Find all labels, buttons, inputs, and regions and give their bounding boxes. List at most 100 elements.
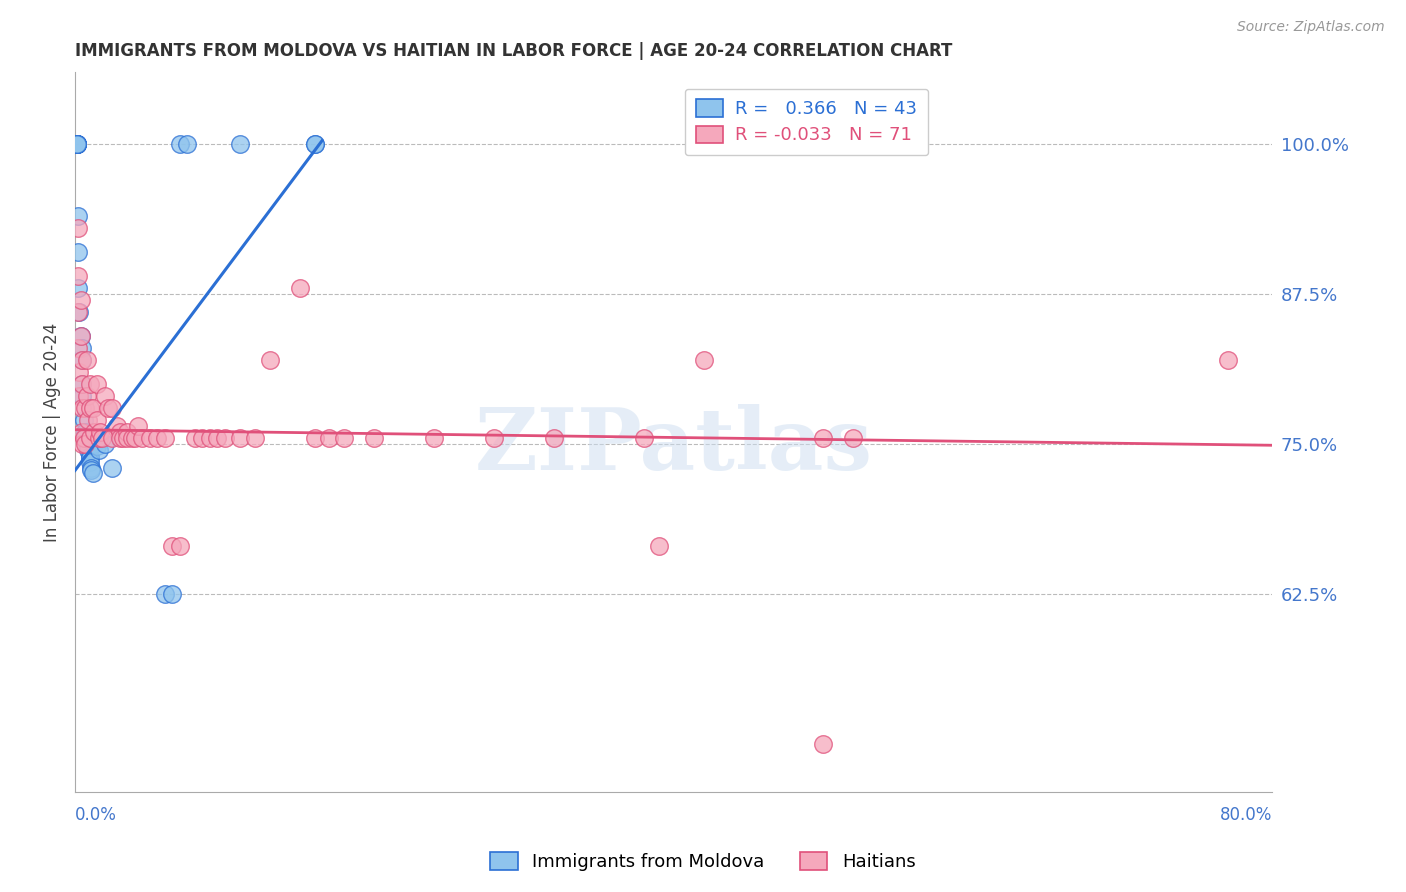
- Point: [75, 425, 97, 439]
- Point: [228, 137, 250, 152]
- Point: [121, 431, 143, 445]
- Point: [86, 377, 108, 392]
- Point: [304, 431, 326, 445]
- Point: [813, 431, 835, 445]
- Text: 0.0%: 0.0%: [75, 806, 117, 824]
- Point: [82, 401, 104, 416]
- Point: [318, 431, 340, 445]
- Point: [101, 431, 124, 445]
- Point: [70, 329, 93, 343]
- Point: [86, 413, 108, 427]
- Point: [169, 137, 191, 152]
- Point: [72, 401, 94, 416]
- Point: [139, 431, 162, 445]
- Point: [117, 431, 139, 445]
- Point: [72, 389, 94, 403]
- Point: [66, 209, 89, 223]
- Point: [82, 466, 104, 480]
- Point: [304, 137, 326, 152]
- Point: [842, 431, 865, 445]
- Point: [76, 353, 98, 368]
- Point: [79, 401, 101, 416]
- Point: [75, 437, 97, 451]
- Point: [76, 437, 98, 451]
- Point: [69, 305, 91, 319]
- Point: [69, 389, 91, 403]
- Point: [1216, 353, 1239, 368]
- Point: [65, 137, 87, 152]
- Point: [692, 353, 714, 368]
- Point: [94, 389, 117, 403]
- Point: [70, 293, 93, 308]
- Point: [79, 455, 101, 469]
- Point: [65, 137, 87, 152]
- Point: [105, 419, 128, 434]
- Point: [146, 431, 169, 445]
- Point: [127, 419, 149, 434]
- Point: [214, 431, 236, 445]
- Legend: Immigrants from Moldova, Haitians: Immigrants from Moldova, Haitians: [484, 846, 922, 879]
- Text: IMMIGRANTS FROM MOLDOVA VS HAITIAN IN LABOR FORCE | AGE 20-24 CORRELATION CHART: IMMIGRANTS FROM MOLDOVA VS HAITIAN IN LA…: [75, 42, 952, 60]
- Point: [73, 413, 96, 427]
- Point: [66, 245, 89, 260]
- Point: [79, 377, 101, 392]
- Point: [72, 437, 94, 451]
- Point: [86, 440, 108, 454]
- Point: [72, 353, 94, 368]
- Point: [87, 431, 110, 445]
- Point: [79, 449, 101, 463]
- Point: [65, 137, 87, 152]
- Point: [89, 425, 111, 439]
- Point: [363, 431, 385, 445]
- Text: Source: ZipAtlas.com: Source: ZipAtlas.com: [1237, 20, 1385, 34]
- Point: [65, 137, 87, 152]
- Point: [198, 431, 221, 445]
- Point: [65, 137, 87, 152]
- Point: [72, 341, 94, 355]
- Point: [75, 431, 97, 445]
- Point: [83, 425, 105, 439]
- Point: [288, 281, 311, 295]
- Point: [101, 461, 124, 475]
- Point: [77, 443, 100, 458]
- Point: [66, 269, 89, 284]
- Point: [228, 431, 250, 445]
- Point: [72, 377, 94, 392]
- Text: 80.0%: 80.0%: [1220, 806, 1272, 824]
- Point: [153, 587, 176, 601]
- Point: [117, 425, 139, 439]
- Point: [813, 737, 835, 751]
- Point: [259, 353, 281, 368]
- Point: [72, 425, 94, 439]
- Point: [80, 463, 103, 477]
- Point: [65, 137, 87, 152]
- Point: [77, 413, 100, 427]
- Point: [75, 401, 97, 416]
- Point: [304, 137, 326, 152]
- Point: [79, 431, 101, 445]
- Point: [76, 389, 98, 403]
- Point: [66, 341, 89, 355]
- Point: [73, 431, 96, 445]
- Point: [153, 431, 176, 445]
- Point: [65, 137, 87, 152]
- Point: [84, 431, 107, 445]
- Point: [66, 281, 89, 295]
- Point: [111, 431, 134, 445]
- Point: [101, 401, 124, 416]
- Point: [87, 443, 110, 458]
- Point: [205, 431, 228, 445]
- Point: [94, 437, 117, 451]
- Point: [108, 431, 131, 445]
- Point: [66, 221, 89, 235]
- Point: [124, 431, 146, 445]
- Point: [66, 305, 89, 319]
- Point: [65, 137, 87, 152]
- Point: [243, 431, 266, 445]
- Point: [191, 431, 214, 445]
- Point: [65, 137, 87, 152]
- Point: [91, 431, 114, 445]
- Point: [648, 539, 671, 553]
- Point: [333, 431, 356, 445]
- Point: [162, 539, 184, 553]
